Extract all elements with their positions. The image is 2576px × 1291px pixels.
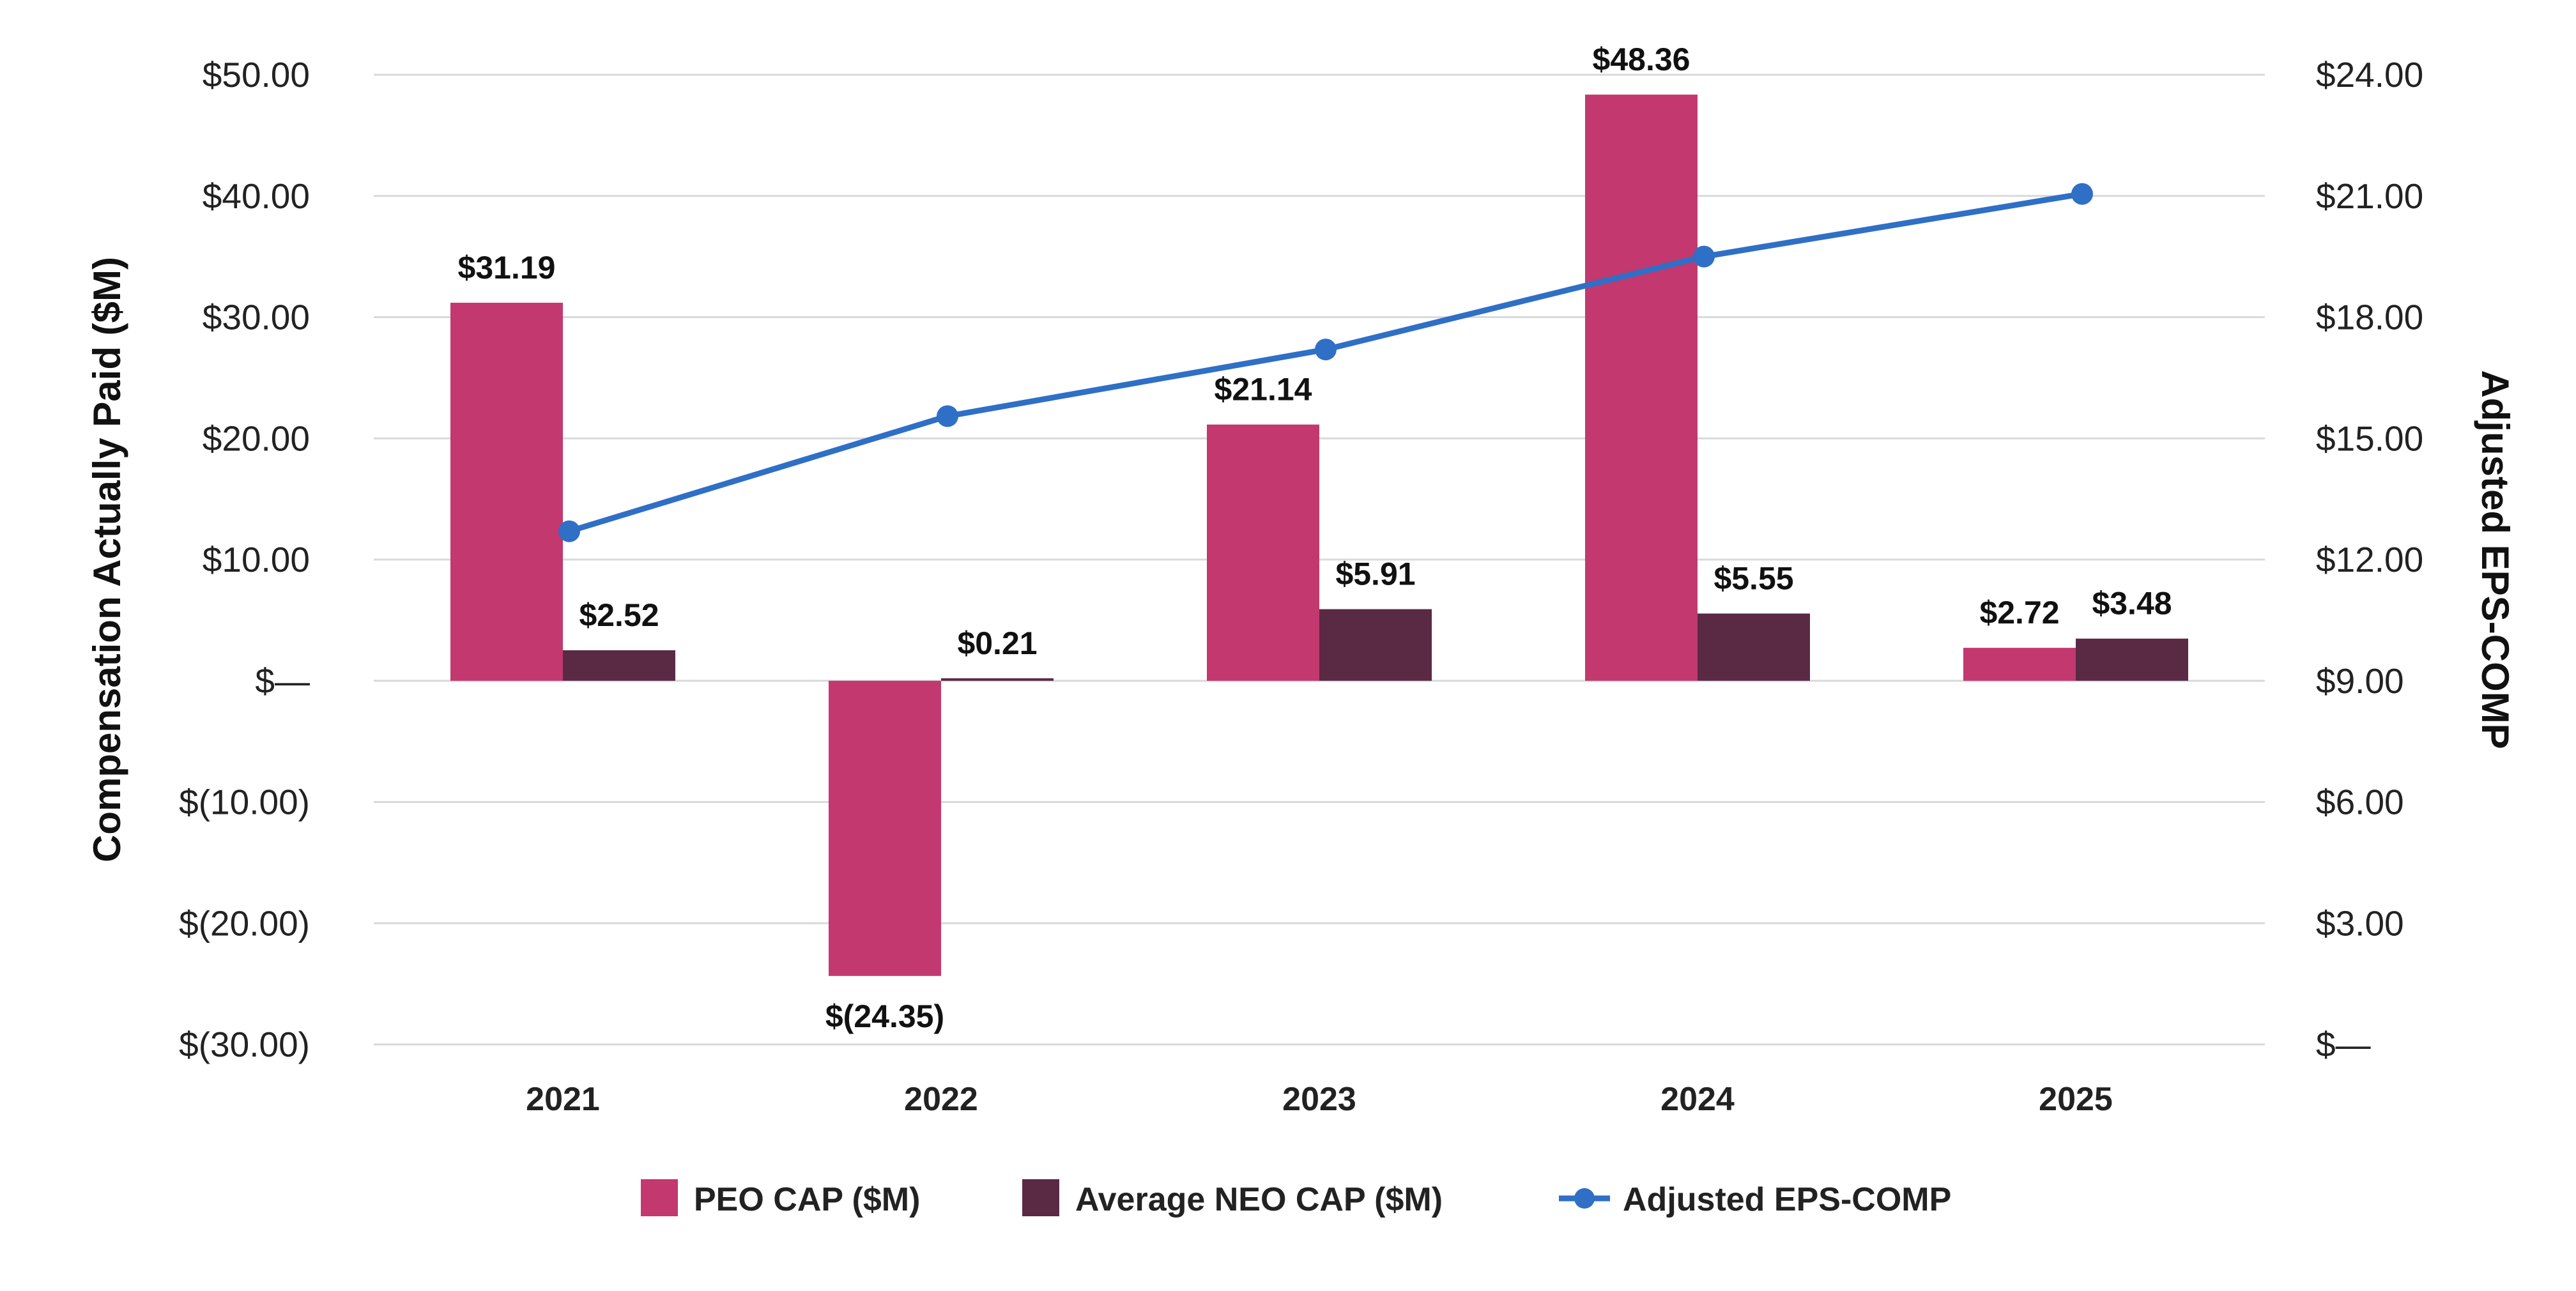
x-tick-label: 2024 <box>1660 1081 1735 1118</box>
legend-swatch-peo <box>641 1179 678 1216</box>
y2-tick-label: $9.00 <box>2316 661 2404 701</box>
eps-point <box>937 405 958 427</box>
legend-marker-eps <box>1574 1188 1595 1209</box>
bar-data-label: $3.48 <box>2092 586 2172 622</box>
eps-point <box>1315 339 1337 361</box>
y2-tick-label: $21.00 <box>2316 176 2423 216</box>
bar-data-label: $21.14 <box>1215 372 1312 408</box>
y2-tick-label: $6.00 <box>2316 783 2404 822</box>
x-tick-label: 2025 <box>2039 1081 2113 1118</box>
y-tick-label: $50.00 <box>203 55 310 95</box>
bar-data-label: $2.52 <box>579 597 659 633</box>
eps-line <box>568 191 2083 535</box>
legend-label: Adjusted EPS-COMP <box>1623 1181 1951 1218</box>
peo-cap-bar <box>1207 424 1319 681</box>
bar-data-label: $31.19 <box>458 250 556 286</box>
peo-cap-bar <box>1963 648 2076 681</box>
eps-point <box>558 520 580 542</box>
x-tick-label: 2022 <box>904 1081 978 1118</box>
y-tick-label: $— <box>255 661 310 701</box>
peo-cap-bar <box>1585 95 1698 681</box>
y2-tick-label: $18.00 <box>2316 298 2423 337</box>
x-tick-label: 2023 <box>1282 1081 1356 1118</box>
peo-cap-bar <box>450 302 563 681</box>
y-axis-title: Compensation Actually Paid ($M) <box>86 257 128 862</box>
y-tick-label: $(10.00) <box>179 783 310 822</box>
neo-cap-bar <box>563 650 675 681</box>
y-tick-label: $(20.00) <box>179 903 310 943</box>
y-tick-label: $40.00 <box>203 176 310 216</box>
bar-data-label: $(24.35) <box>825 998 944 1034</box>
bar-data-label: $2.72 <box>1979 595 2059 630</box>
y2-tick-label: $24.00 <box>2316 55 2423 95</box>
legend-label: Average NEO CAP ($M) <box>1075 1181 1443 1218</box>
peo-cap-bar <box>829 680 941 976</box>
legend-label: PEO CAP ($M) <box>694 1181 920 1218</box>
x-tick-label: 2021 <box>526 1081 600 1118</box>
neo-cap-bar <box>2076 638 2188 681</box>
eps-point <box>2071 183 2093 205</box>
bar-data-label: $0.21 <box>957 625 1037 661</box>
y2-axis-title: Adjusted EPS-COMP <box>2474 370 2517 749</box>
y-tick-label: $30.00 <box>203 298 310 337</box>
bar-data-label: $5.55 <box>1713 560 1793 596</box>
neo-cap-bar <box>1698 613 1810 681</box>
neo-cap-bar <box>1319 609 1432 681</box>
y2-tick-label: $3.00 <box>2316 903 2404 943</box>
y-tick-label: $10.00 <box>203 540 310 579</box>
legend-swatch-neo <box>1022 1179 1059 1216</box>
neo-cap-bar <box>941 678 1054 681</box>
y-tick-label: $(30.00) <box>179 1025 310 1064</box>
eps-point <box>1693 245 1715 268</box>
y2-tick-label: $12.00 <box>2316 540 2423 579</box>
bar-data-label: $48.36 <box>1593 42 1690 77</box>
y2-tick-label: $— <box>2316 1025 2371 1064</box>
y2-tick-label: $15.00 <box>2316 418 2423 458</box>
bar-data-label: $5.91 <box>1335 556 1415 592</box>
y-tick-label: $20.00 <box>203 418 310 458</box>
